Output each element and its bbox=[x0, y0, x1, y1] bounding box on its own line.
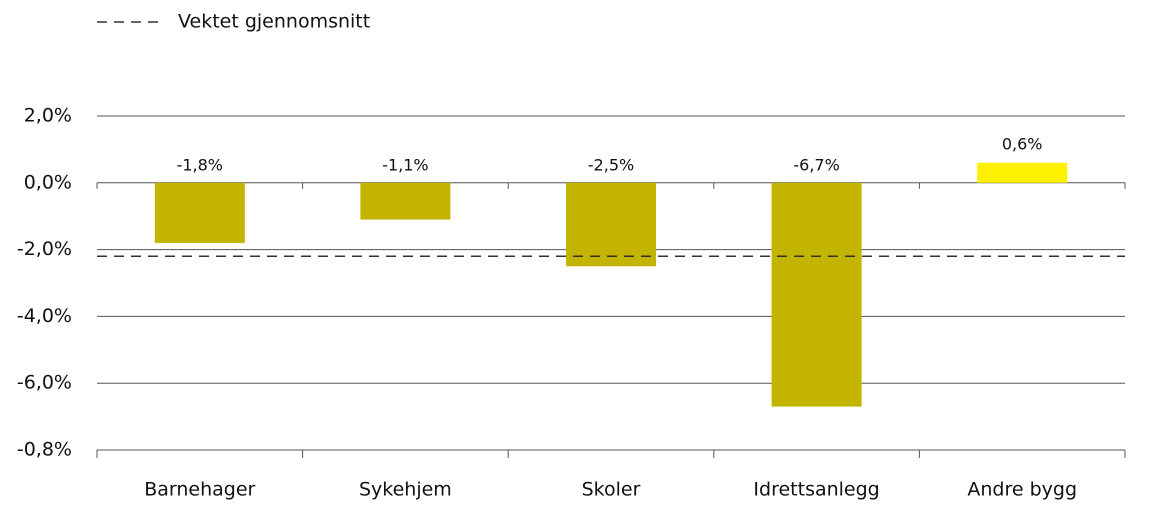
x-tick-label: Sykehjem bbox=[359, 479, 452, 501]
y-tick-label: -2,0% bbox=[17, 238, 72, 260]
x-tick-label: Barnehager bbox=[144, 479, 255, 501]
y-tick-label: 0,0% bbox=[24, 171, 72, 193]
x-tick-label: Andre bygg bbox=[967, 479, 1077, 501]
bar bbox=[771, 182, 862, 407]
x-tick-label: Skoler bbox=[582, 479, 641, 501]
y-tick-label: 2,0% bbox=[24, 105, 72, 127]
value-label: -1,8% bbox=[177, 155, 223, 174]
y-tick-label: -6,0% bbox=[17, 372, 72, 394]
legend-label: Vektet gjennomsnitt bbox=[178, 11, 370, 33]
y-tick-label: -4,0% bbox=[17, 305, 72, 327]
bar bbox=[566, 182, 656, 267]
value-label: -1,1% bbox=[382, 155, 428, 174]
bar bbox=[977, 162, 1068, 183]
bar bbox=[154, 182, 245, 243]
value-label: -6,7% bbox=[793, 155, 839, 174]
x-tick-label: Idrettsanlegg bbox=[753, 479, 879, 501]
value-label: -2,5% bbox=[588, 155, 634, 174]
y-tick-label: -0,8% bbox=[17, 439, 72, 461]
value-label: 0,6% bbox=[1002, 134, 1043, 153]
bar bbox=[360, 182, 451, 220]
